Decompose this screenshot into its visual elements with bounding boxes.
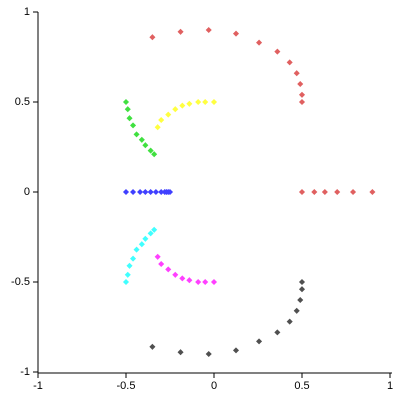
point xyxy=(126,115,133,122)
point xyxy=(186,277,193,284)
point xyxy=(130,255,137,262)
point xyxy=(298,286,306,293)
point xyxy=(298,91,306,98)
point xyxy=(147,188,154,196)
point xyxy=(137,188,144,196)
point xyxy=(298,278,306,286)
point xyxy=(124,106,131,113)
point xyxy=(130,188,137,196)
point xyxy=(172,106,179,113)
x-tick-label: 1 xyxy=(387,380,393,392)
point xyxy=(165,111,172,118)
point xyxy=(177,28,184,35)
point xyxy=(166,188,174,196)
x-tick-label: -0.5 xyxy=(117,380,136,392)
point xyxy=(149,343,156,350)
point xyxy=(232,347,240,354)
x-tick-label: 0 xyxy=(211,380,217,392)
point xyxy=(133,131,140,138)
point xyxy=(186,100,193,107)
point xyxy=(138,136,145,143)
point xyxy=(151,151,158,158)
point xyxy=(124,271,131,278)
point xyxy=(256,39,263,46)
point xyxy=(151,226,158,233)
point xyxy=(321,188,328,196)
point xyxy=(158,260,165,268)
point xyxy=(142,188,149,196)
point xyxy=(122,278,130,286)
y-tick-label: 1 xyxy=(24,6,30,18)
point xyxy=(274,48,281,55)
point xyxy=(147,147,154,154)
point xyxy=(202,98,209,106)
y-tick-label: -0.5 xyxy=(11,276,30,288)
y-tick-label: -1 xyxy=(20,366,30,378)
point xyxy=(152,188,159,196)
point xyxy=(179,275,186,282)
point xyxy=(154,253,161,260)
point xyxy=(122,98,130,106)
point xyxy=(350,188,357,196)
point xyxy=(256,338,263,345)
point xyxy=(195,278,202,286)
point xyxy=(369,188,376,196)
point xyxy=(210,278,218,286)
point xyxy=(142,142,149,149)
point xyxy=(133,246,140,253)
point xyxy=(202,278,209,286)
x-tick-label: 0.5 xyxy=(294,380,309,392)
point xyxy=(298,188,306,196)
point xyxy=(232,30,240,37)
point xyxy=(274,329,281,336)
point xyxy=(165,266,172,273)
point xyxy=(334,188,341,196)
x-tick-label: -1 xyxy=(33,380,43,392)
point xyxy=(177,349,184,356)
point xyxy=(311,188,318,196)
point xyxy=(126,262,133,269)
point xyxy=(172,271,179,278)
point xyxy=(205,350,212,358)
point xyxy=(293,70,300,77)
y-tick-label: 0 xyxy=(24,186,30,198)
point xyxy=(195,98,202,106)
point xyxy=(205,26,212,34)
point xyxy=(122,188,130,196)
point xyxy=(179,102,186,109)
point xyxy=(286,318,293,325)
point xyxy=(286,59,293,66)
point xyxy=(297,296,304,304)
point xyxy=(298,98,306,106)
point xyxy=(130,122,137,129)
point xyxy=(154,124,161,131)
point xyxy=(142,235,149,242)
point xyxy=(158,116,165,124)
point xyxy=(293,307,300,314)
point xyxy=(147,230,154,237)
point xyxy=(138,241,145,248)
point xyxy=(149,34,156,41)
y-tick-label: 0.5 xyxy=(15,96,30,108)
point xyxy=(297,80,304,88)
point xyxy=(210,98,218,106)
